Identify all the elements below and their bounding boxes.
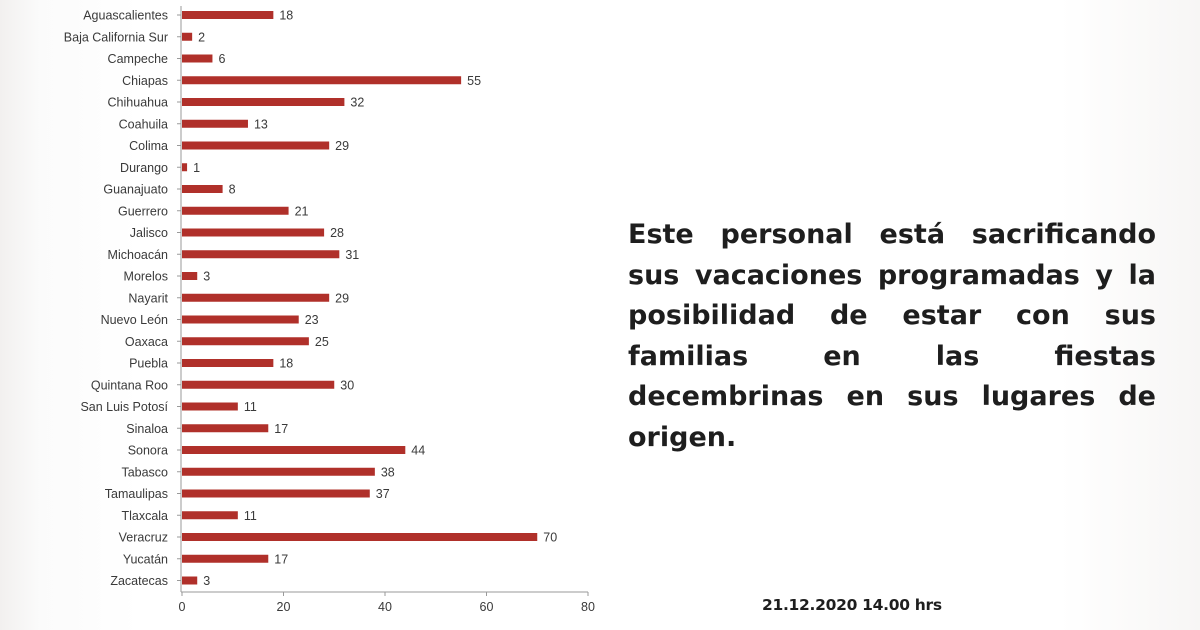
value-label-chihuahua: 32: [350, 96, 364, 110]
category-label-nayarit: Nayarit: [128, 291, 168, 305]
category-label-quintana-roo: Quintana Roo: [91, 378, 168, 392]
bar-campeche: [182, 54, 213, 63]
bar-sinaloa: [182, 424, 269, 433]
bar-veracruz: [182, 533, 538, 541]
category-label-aguascalientes: Aguascalientes: [83, 9, 168, 23]
category-label-sinaloa: Sinaloa: [126, 422, 168, 436]
category-label-oaxaca: Oaxaca: [125, 335, 168, 349]
category-label-puebla: Puebla: [129, 357, 168, 371]
value-label-coahuila: 13: [254, 117, 268, 131]
bar-quintana-roo: [182, 380, 335, 389]
category-label-colima: Colima: [129, 139, 168, 153]
value-label-guanajuato: 8: [229, 183, 236, 197]
category-label-tlaxcala: Tlaxcala: [121, 509, 168, 523]
bar-chihuahua: [182, 98, 345, 106]
x-ticks: 0 20 40 60 80: [179, 592, 595, 614]
bar-puebla: [182, 359, 274, 367]
bar-jalisco: [182, 228, 325, 237]
category-label-veracruz: Veracruz: [119, 531, 168, 545]
value-label-durango: 1: [193, 161, 200, 175]
value-label-tabasco: 38: [381, 465, 395, 479]
value-label-colima: 29: [335, 139, 349, 153]
category-label-zacatecas: Zacatecas: [110, 574, 168, 588]
value-label-jalisco: 28: [330, 226, 344, 240]
x-tick-label-40: 40: [378, 600, 392, 614]
message-text: Este personal está sacrificando sus vaca…: [628, 219, 1156, 453]
bar-yucatan: [182, 554, 269, 563]
bar-zacatecas: [182, 576, 198, 585]
category-label-campeche: Campeche: [108, 52, 168, 66]
category-label-guerrero: Guerrero: [118, 204, 168, 218]
category-label-michoacan: Michoacán: [108, 248, 168, 262]
bar-guanajuato: [182, 185, 223, 193]
bar-sonora: [182, 446, 406, 454]
bar-oaxaca: [182, 337, 309, 346]
value-label-nayarit: 29: [335, 291, 349, 305]
value-label-guerrero: 21: [295, 204, 309, 218]
category-label-nuevo-leon: Nuevo León: [101, 313, 168, 327]
value-label-veracruz: 70: [543, 531, 557, 545]
bar-guerrero: [182, 206, 289, 215]
value-label-puebla: 18: [279, 357, 293, 371]
category-label-tamaulipas: Tamaulipas: [105, 487, 168, 501]
value-label-yucatan: 17: [274, 552, 288, 566]
bar-tabasco: [182, 467, 375, 476]
value-label-morelos: 3: [203, 270, 210, 284]
bar-tamaulipas: [182, 489, 370, 498]
timestamp: 21.12.2020 14.00 hrs: [762, 596, 942, 614]
category-label-jalisco: Jalisco: [130, 226, 168, 240]
bar-baja-california-sur: [182, 32, 193, 41]
value-label-sinaloa: 17: [274, 422, 288, 436]
x-tick-label-0: 0: [179, 600, 186, 614]
bar-nayarit: [182, 293, 330, 302]
bar-durango: [182, 163, 188, 172]
bar-michoacan: [182, 250, 340, 259]
category-label-durango: Durango: [120, 161, 168, 175]
bar-colima: [182, 141, 330, 150]
value-label-tlaxcala: 11: [244, 509, 257, 523]
value-label-nuevo-leon: 23: [305, 313, 319, 327]
value-label-sonora: 44: [411, 444, 425, 458]
x-tick-label-20: 20: [277, 600, 291, 614]
bar-tlaxcala: [182, 511, 238, 520]
value-label-oaxaca: 25: [315, 335, 329, 349]
value-label-michoacan: 31: [345, 248, 359, 262]
category-label-tabasco: Tabasco: [121, 465, 168, 479]
category-label-morelos: Morelos: [124, 270, 168, 284]
value-label-baja-california-sur: 2: [198, 30, 205, 44]
category-label-coahuila: Coahuila: [119, 117, 168, 131]
category-label-san-luis-potosi: San Luis Potosí: [80, 400, 168, 414]
value-label-aguascalientes: 18: [279, 9, 293, 23]
category-label-sonora: Sonora: [128, 444, 168, 458]
category-label-chiapas: Chiapas: [122, 74, 168, 88]
value-label-quintana-roo: 30: [340, 378, 354, 392]
x-tick-label-60: 60: [480, 600, 494, 614]
category-label-guanajuato: Guanajuato: [103, 183, 168, 197]
category-label-yucatan: Yucatán: [123, 552, 168, 566]
bar-coahuila: [182, 119, 248, 128]
x-tick-label-80: 80: [581, 600, 595, 614]
category-label-chihuahua: Chihuahua: [108, 96, 169, 110]
value-label-tamaulipas: 37: [376, 487, 390, 501]
value-label-chiapas: 55: [467, 74, 481, 88]
value-label-san-luis-potosi: 11: [244, 400, 257, 414]
category-label-baja-california-sur: Baja California Sur: [64, 30, 168, 44]
bar-aguascalientes: [182, 11, 274, 19]
bar-san-luis-potosi: [182, 402, 238, 411]
bar-morelos: [182, 272, 198, 280]
bar-nuevo-leon: [182, 315, 299, 324]
value-label-zacatecas: 3: [203, 574, 210, 588]
value-label-campeche: 6: [218, 52, 225, 66]
bar-chiapas: [182, 76, 462, 85]
